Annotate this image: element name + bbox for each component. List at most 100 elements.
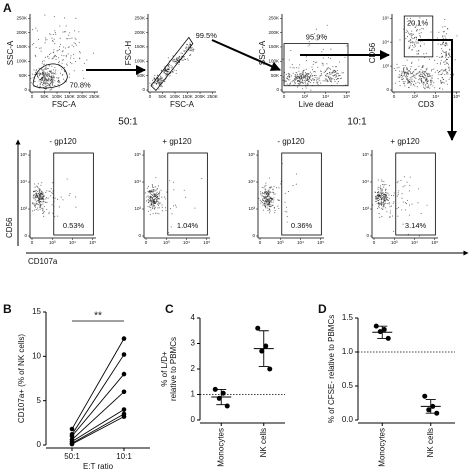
event-dot bbox=[75, 196, 77, 198]
event-dot bbox=[278, 199, 280, 201]
event-dot bbox=[406, 66, 408, 68]
event-dot bbox=[151, 203, 153, 205]
event-dot bbox=[175, 204, 177, 206]
event-dot bbox=[420, 75, 422, 77]
event-dot bbox=[53, 76, 55, 78]
gate-arrow bbox=[211, 39, 281, 71]
event-dot bbox=[52, 69, 54, 71]
event-dot bbox=[376, 192, 379, 194]
event-dot bbox=[293, 67, 295, 69]
event-dot bbox=[426, 86, 428, 89]
event-dot bbox=[395, 69, 397, 72]
event-dot bbox=[149, 200, 151, 202]
event-dot bbox=[446, 71, 448, 73]
x-tick-label: 0 bbox=[31, 240, 34, 245]
x-tick-label: 50K bbox=[41, 94, 49, 99]
event-dot bbox=[156, 212, 158, 214]
event-dot bbox=[148, 210, 150, 212]
event-dot bbox=[175, 63, 177, 65]
event-dot bbox=[377, 200, 379, 202]
event-dot bbox=[319, 80, 321, 82]
point bbox=[373, 323, 379, 329]
event-dot bbox=[298, 75, 300, 77]
event-dot bbox=[402, 201, 404, 203]
event-dot bbox=[56, 50, 58, 52]
event-dot bbox=[417, 81, 419, 83]
event-dot bbox=[406, 29, 408, 31]
event-dot bbox=[444, 25, 446, 28]
x-tick-label: Monocytes bbox=[216, 428, 225, 467]
gate bbox=[283, 43, 349, 87]
event-dot bbox=[443, 82, 445, 84]
event-dot bbox=[331, 72, 333, 74]
event-dot bbox=[309, 75, 311, 77]
event-dot bbox=[311, 73, 313, 75]
event-dot bbox=[269, 190, 271, 193]
event-dot bbox=[265, 194, 267, 196]
event-dot bbox=[54, 43, 56, 45]
point bbox=[263, 343, 269, 349]
event-dot bbox=[415, 26, 417, 28]
event-dot bbox=[265, 198, 267, 200]
event-dot bbox=[265, 199, 267, 201]
event-dot bbox=[50, 78, 53, 80]
event-dot bbox=[34, 197, 36, 199]
event-dot bbox=[315, 75, 317, 77]
event-dot bbox=[331, 78, 333, 80]
event-dot bbox=[286, 211, 288, 213]
event-dot bbox=[442, 81, 444, 83]
event-dot bbox=[323, 72, 325, 74]
event-dot bbox=[340, 77, 342, 79]
event-dot bbox=[387, 196, 389, 199]
point bbox=[255, 325, 261, 331]
event-dot bbox=[161, 204, 163, 206]
event-dot bbox=[44, 85, 46, 87]
event-dot bbox=[145, 192, 147, 194]
event-dot bbox=[156, 79, 158, 81]
event-dot bbox=[41, 60, 44, 62]
event-dot bbox=[445, 37, 447, 39]
event-dot bbox=[278, 187, 280, 189]
event-dot bbox=[393, 194, 395, 197]
event-dot bbox=[376, 197, 378, 199]
event-dot bbox=[71, 37, 73, 39]
event-dot bbox=[153, 194, 155, 196]
event-dot bbox=[148, 196, 150, 198]
event-dot bbox=[419, 75, 421, 77]
event-dot bbox=[190, 43, 192, 45]
event-dot bbox=[154, 198, 156, 200]
event-dot bbox=[440, 56, 442, 58]
y-tick-label: 0 bbox=[37, 440, 42, 449]
event-dot bbox=[36, 190, 38, 193]
event-dot bbox=[419, 40, 421, 42]
event-dot bbox=[261, 186, 263, 189]
event-dot bbox=[317, 66, 319, 68]
y-tick-label: 0 bbox=[24, 233, 27, 238]
event-dot bbox=[302, 77, 304, 79]
event-dot bbox=[49, 85, 52, 87]
event-dot bbox=[444, 69, 446, 71]
event-dot bbox=[40, 73, 42, 75]
event-dot bbox=[295, 77, 297, 79]
event-dot bbox=[428, 58, 430, 60]
event-dot bbox=[442, 61, 445, 63]
event-dot bbox=[36, 75, 39, 78]
event-dot bbox=[422, 66, 424, 69]
event-dot bbox=[381, 203, 383, 205]
event-dot bbox=[322, 80, 324, 82]
event-dot bbox=[456, 35, 458, 37]
event-dot bbox=[159, 77, 161, 79]
event-dot bbox=[39, 83, 41, 86]
event-dot bbox=[183, 51, 185, 53]
event-dot bbox=[42, 210, 44, 212]
event-dot bbox=[288, 76, 290, 78]
event-dot bbox=[75, 39, 77, 41]
event-dot bbox=[427, 80, 429, 82]
event-dot bbox=[414, 36, 416, 38]
event-dot bbox=[303, 74, 305, 76]
event-dot bbox=[178, 63, 180, 65]
event-dot bbox=[401, 193, 403, 195]
event-dot bbox=[314, 71, 316, 73]
event-dot bbox=[409, 45, 411, 47]
event-dot bbox=[418, 22, 420, 24]
